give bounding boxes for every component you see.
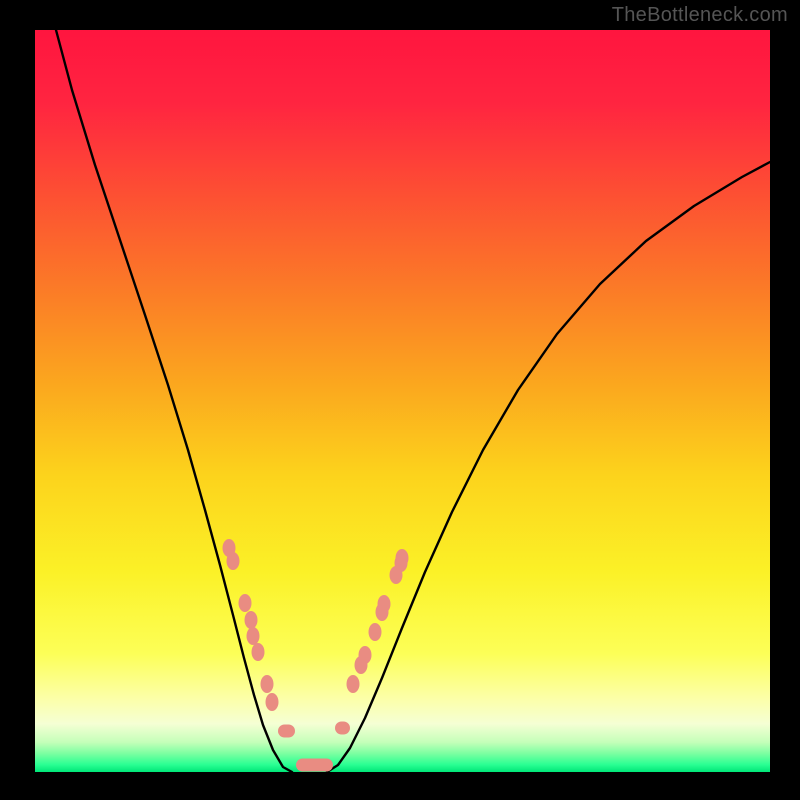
marker-oval (252, 643, 265, 661)
bottleneck-chart (0, 0, 800, 800)
marker-pill (335, 722, 350, 735)
marker-oval (239, 594, 252, 612)
marker-oval (396, 549, 409, 567)
marker-oval (261, 675, 274, 693)
marker-oval (347, 675, 360, 693)
marker-oval (359, 646, 372, 664)
marker-oval (378, 595, 391, 613)
plot-background (35, 30, 770, 772)
marker-pill (296, 759, 333, 772)
marker-oval (247, 627, 260, 645)
watermark-text: TheBottleneck.com (612, 4, 788, 27)
marker-oval (369, 623, 382, 641)
marker-oval (266, 693, 279, 711)
marker-oval (245, 611, 258, 629)
marker-pill (278, 725, 295, 738)
marker-oval (227, 552, 240, 570)
